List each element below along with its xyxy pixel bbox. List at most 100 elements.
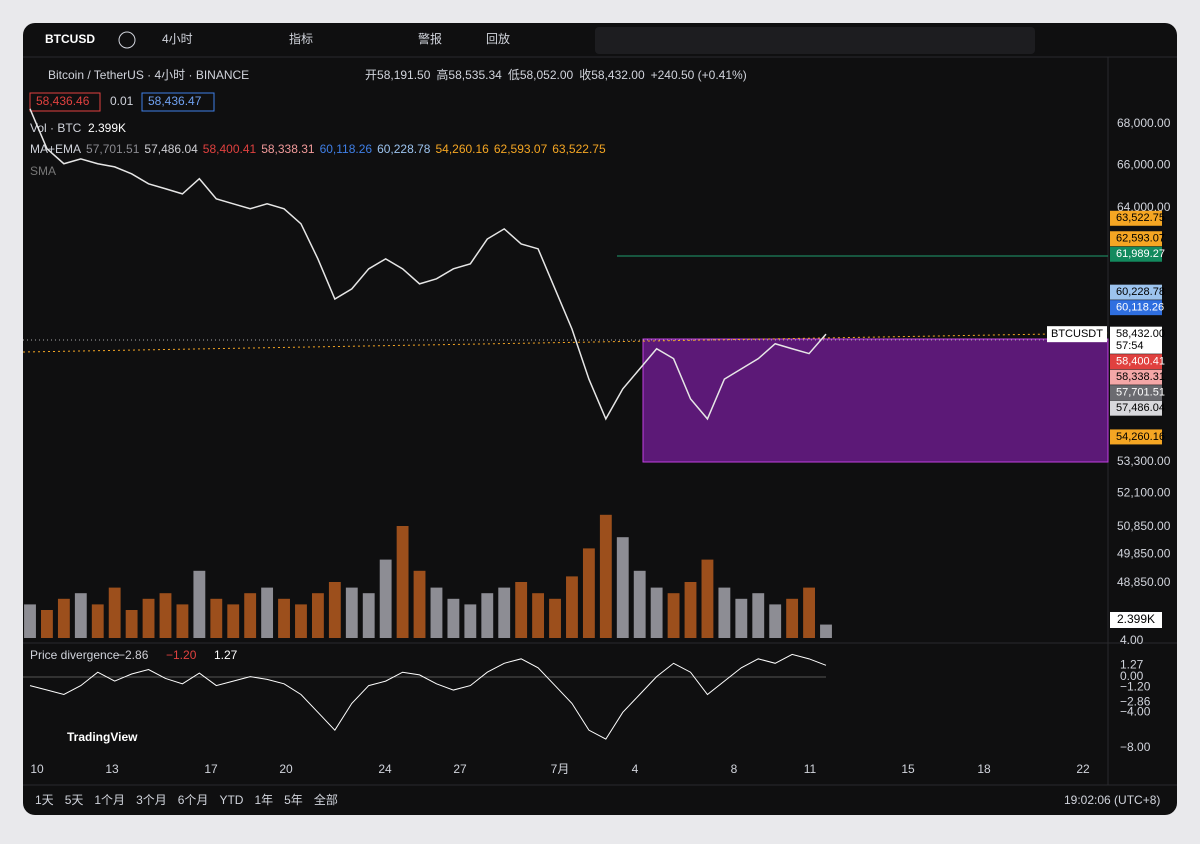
range-button[interactable]: 6个月 bbox=[178, 793, 209, 807]
volume-bar bbox=[24, 604, 36, 638]
spread: 0.01 bbox=[110, 94, 134, 108]
price-tag bbox=[1110, 400, 1162, 416]
range-button[interactable]: 全部 bbox=[314, 792, 338, 807]
x-tick-label: 22 bbox=[1076, 762, 1090, 776]
ma-value: 58,338.31 bbox=[261, 142, 315, 156]
price-tag-label: 62,593.07 bbox=[1116, 233, 1165, 245]
vol-value: 2.399K bbox=[88, 121, 126, 135]
price-tag-label: 60,118.26 bbox=[1116, 302, 1164, 314]
x-tick-label: 4 bbox=[632, 762, 639, 776]
x-tick-label: 18 bbox=[977, 762, 991, 776]
volume-bar bbox=[786, 598, 799, 638]
ohlc-label: 低 bbox=[508, 68, 520, 82]
volume-bar bbox=[345, 587, 358, 638]
volume-bar bbox=[41, 610, 53, 638]
ohlc: 开58,191.50 高58,535.34 低58,052.00 收58,432.00… bbox=[365, 67, 747, 82]
price-tag bbox=[1110, 210, 1162, 226]
price-tag-label: 58,432.00 bbox=[1116, 328, 1165, 340]
symbol-tag bbox=[1047, 326, 1107, 343]
range-button[interactable]: 1个月 bbox=[94, 793, 125, 807]
volume-bar bbox=[752, 593, 765, 638]
volume-bar bbox=[125, 610, 138, 638]
interval[interactable]: 4小时 bbox=[162, 32, 193, 46]
y-tick-label: 64,000.00 bbox=[1117, 200, 1171, 214]
indicator-tick: 4.00 bbox=[1120, 633, 1144, 647]
replay-button[interactable]: 回放 bbox=[486, 31, 510, 46]
range-button[interactable]: 5年 bbox=[284, 793, 303, 807]
y-tick-label: 48,850.00 bbox=[1117, 575, 1171, 589]
volume-bar bbox=[447, 598, 460, 638]
symbol[interactable]: BTCUSD bbox=[45, 32, 95, 46]
add-icon[interactable] bbox=[118, 31, 136, 49]
ask-box[interactable] bbox=[141, 92, 215, 112]
price-tag-label: 58,338.31 bbox=[1116, 371, 1165, 383]
x-tick-label: 20 bbox=[279, 762, 293, 776]
range-button[interactable]: 5天 bbox=[65, 793, 84, 807]
sma-name: SMA bbox=[30, 164, 56, 178]
volume-bar bbox=[803, 587, 815, 638]
indicator-tick: −8.00 bbox=[1120, 740, 1151, 754]
volume-bar bbox=[718, 587, 731, 638]
indicator-tick: 1.27 bbox=[1120, 658, 1144, 672]
y-tick-label: 68,000.00 bbox=[1117, 116, 1171, 130]
ohlc-value: 58,432.00 bbox=[591, 68, 645, 82]
price-tag bbox=[1110, 429, 1162, 445]
volume-bar bbox=[769, 604, 782, 638]
volume-bar bbox=[396, 526, 409, 638]
volume-bar bbox=[311, 593, 324, 638]
x-tick-label: 11 bbox=[804, 762, 817, 776]
volume-tag bbox=[1110, 612, 1162, 628]
alert-button[interactable]: 警报 bbox=[418, 31, 442, 46]
ma-value: 62,593.07 bbox=[494, 142, 548, 156]
range-buttons[interactable]: 1天 5天 1个月 3个月 6个月 YTD 1年 5年 全部 bbox=[35, 792, 338, 807]
ma-value: 54,260.16 bbox=[435, 142, 489, 156]
volume-bar bbox=[413, 570, 426, 638]
ma-value: 57,701.51 bbox=[86, 142, 140, 156]
volume-bar bbox=[616, 537, 629, 638]
legend-title: Bitcoin / TetherUS · 4小时 · BINANCE bbox=[48, 68, 249, 82]
ma-name: MA+EMA bbox=[30, 142, 81, 156]
price-tag-label: 63,522.75 bbox=[1116, 212, 1165, 224]
symbol-tag-label: BTCUSDT bbox=[1051, 328, 1103, 340]
x-tick-label: 7月 bbox=[551, 762, 570, 776]
volume-bar bbox=[210, 598, 223, 638]
y-tick-label: 66,000.00 bbox=[1117, 157, 1171, 171]
x-tick-label: 27 bbox=[453, 762, 467, 776]
ma-value: 58,400.41 bbox=[203, 142, 257, 156]
price-tag-label: 58,400.41 bbox=[1116, 356, 1165, 368]
volume-bar bbox=[430, 587, 443, 638]
range-button[interactable]: 1天 bbox=[35, 793, 54, 807]
volume-bar bbox=[328, 582, 341, 638]
range-button[interactable]: YTD bbox=[219, 793, 243, 807]
price-tag-label: 61,989.27 bbox=[1116, 248, 1165, 260]
indicator-tick: −2.86 bbox=[1120, 694, 1151, 708]
indicator-name: Price divergence bbox=[30, 648, 120, 662]
volume-bar bbox=[74, 593, 87, 638]
volume-bar bbox=[261, 587, 274, 638]
price-tag bbox=[1110, 284, 1162, 300]
x-tick-label: 10 bbox=[30, 762, 44, 776]
volume-bar bbox=[159, 593, 172, 638]
volume-bar bbox=[481, 593, 494, 638]
indicator-reading: −1.20 bbox=[166, 648, 197, 662]
volume-bar bbox=[244, 593, 257, 638]
price-tag bbox=[1110, 231, 1162, 247]
volume-bar bbox=[362, 593, 375, 638]
ohlc-value: 58,052.00 bbox=[520, 68, 574, 82]
volume-bar bbox=[278, 598, 290, 638]
volume-bar bbox=[633, 570, 646, 638]
price-line bbox=[29, 108, 827, 421]
y-tick-label: 53,300.00 bbox=[1117, 454, 1171, 468]
indicators-button[interactable]: 指标 bbox=[289, 31, 313, 46]
volume-bar bbox=[295, 604, 307, 638]
x-tick-label: 13 bbox=[105, 762, 119, 776]
volume-bar bbox=[684, 582, 697, 638]
range-button[interactable]: 1年 bbox=[254, 793, 273, 807]
bid-box[interactable] bbox=[29, 92, 101, 112]
price-tag bbox=[1110, 326, 1162, 354]
ma-legend: MA+EMA 57,701.51 57,486.04 58,400.41 58,338.… bbox=[30, 142, 606, 156]
ma-value: 57,486.04 bbox=[144, 142, 198, 156]
range-button[interactable]: 3个月 bbox=[136, 793, 167, 807]
volume-bar bbox=[193, 570, 206, 638]
